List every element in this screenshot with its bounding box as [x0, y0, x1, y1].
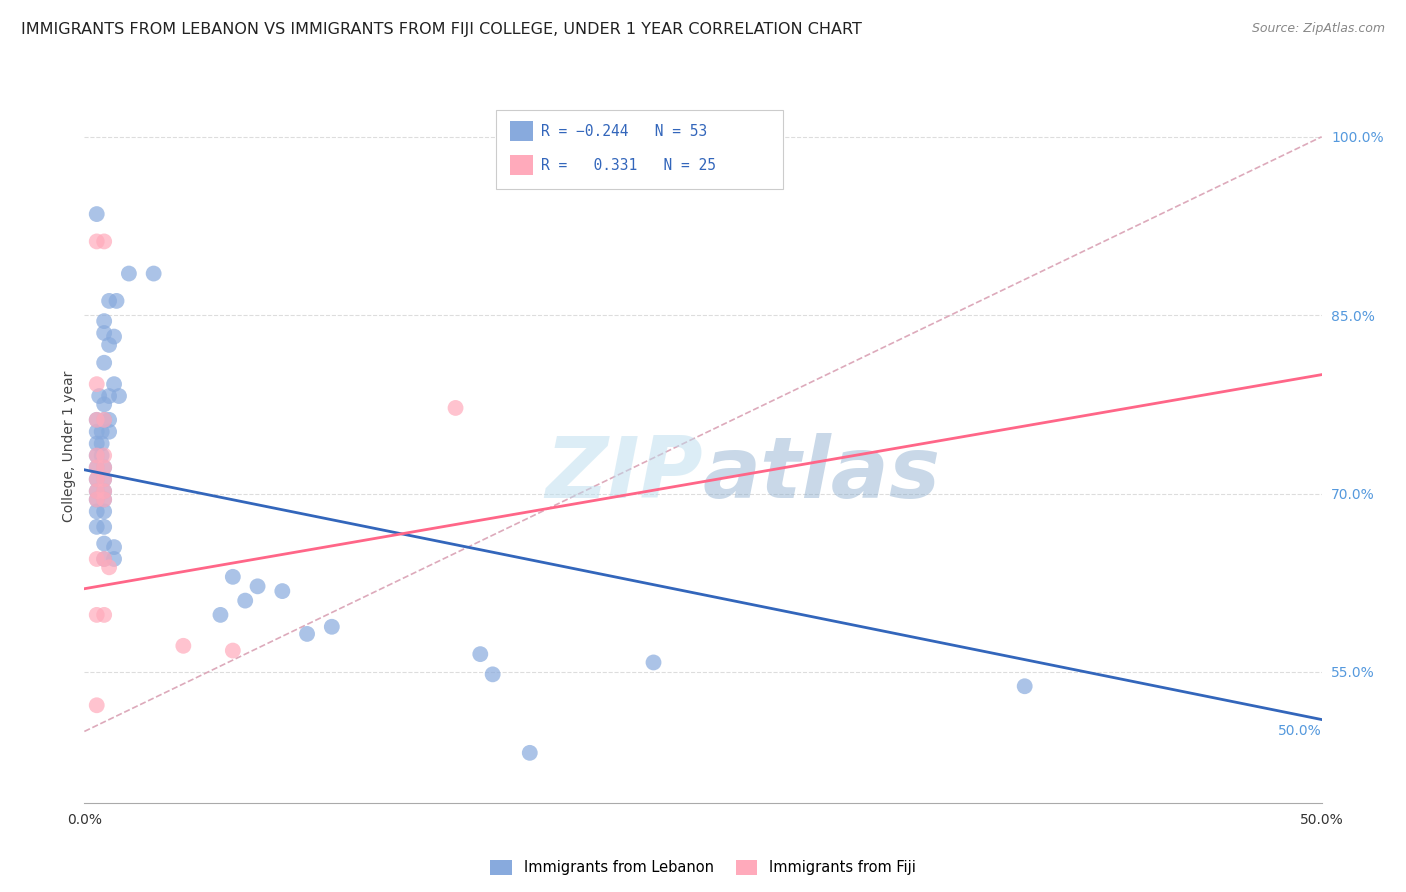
Point: [93, 413, 115, 427]
Point: [98, 425, 121, 439]
Point: [86, 460, 108, 475]
Text: 50.0%: 50.0%: [1278, 724, 1322, 739]
Point: [519, 746, 541, 760]
Point: [108, 389, 131, 403]
Point: [93, 472, 115, 486]
Point: [93, 235, 115, 249]
Point: [93, 356, 115, 370]
Point: [86, 449, 108, 463]
Point: [86, 484, 108, 499]
Point: [93, 552, 115, 566]
Text: ZIP: ZIP: [546, 433, 703, 516]
Point: [295, 627, 318, 641]
Point: [86, 698, 108, 713]
Point: [103, 540, 125, 554]
Point: [142, 267, 165, 281]
Point: [93, 314, 115, 328]
Point: [222, 643, 245, 657]
Point: [86, 607, 108, 622]
Point: [93, 504, 115, 518]
Point: [86, 207, 108, 221]
Point: [86, 472, 108, 486]
Point: [90, 449, 112, 463]
Point: [93, 492, 115, 507]
Point: [643, 656, 665, 670]
Point: [105, 293, 128, 308]
Point: [93, 460, 115, 475]
Point: [90, 436, 112, 450]
Point: [321, 620, 343, 634]
Point: [93, 520, 115, 534]
Point: [93, 449, 115, 463]
Point: [86, 436, 108, 450]
Point: [103, 552, 125, 566]
Point: [93, 607, 115, 622]
Point: [93, 484, 115, 499]
Point: [98, 293, 121, 308]
Text: IMMIGRANTS FROM LEBANON VS IMMIGRANTS FROM FIJI COLLEGE, UNDER 1 YEAR CORRELATIO: IMMIGRANTS FROM LEBANON VS IMMIGRANTS FR…: [21, 22, 862, 37]
Text: Source: ZipAtlas.com: Source: ZipAtlas.com: [1251, 22, 1385, 36]
Point: [233, 593, 256, 607]
Point: [481, 667, 503, 681]
Point: [118, 267, 141, 281]
Point: [98, 413, 121, 427]
Point: [86, 377, 108, 392]
Point: [271, 584, 294, 599]
Y-axis label: College, Under 1 year: College, Under 1 year: [62, 370, 76, 522]
Point: [86, 413, 108, 427]
Text: atlas: atlas: [703, 433, 941, 516]
Point: [86, 472, 108, 486]
Point: [103, 329, 125, 343]
Text: R = −0.244   N = 53: R = −0.244 N = 53: [541, 124, 707, 138]
Point: [98, 389, 121, 403]
Point: [93, 413, 115, 427]
Point: [93, 552, 115, 566]
Point: [86, 460, 108, 475]
Point: [86, 520, 108, 534]
Point: [246, 579, 269, 593]
Point: [86, 492, 108, 507]
Point: [103, 377, 125, 392]
Point: [86, 492, 108, 507]
Point: [90, 425, 112, 439]
Legend: Immigrants from Lebanon, Immigrants from Fiji: Immigrants from Lebanon, Immigrants from…: [484, 854, 922, 881]
Text: R =   0.331   N = 25: R = 0.331 N = 25: [541, 158, 716, 172]
Point: [93, 326, 115, 340]
Point: [1014, 679, 1036, 693]
Point: [86, 235, 108, 249]
Point: [470, 647, 492, 661]
Point: [172, 639, 194, 653]
Point: [98, 560, 121, 574]
Point: [86, 484, 108, 499]
Point: [93, 397, 115, 411]
Point: [89, 389, 111, 403]
Point: [209, 607, 232, 622]
Point: [93, 472, 115, 486]
Point: [98, 338, 121, 352]
Point: [93, 536, 115, 550]
Point: [222, 570, 245, 584]
Point: [93, 460, 115, 475]
Point: [86, 425, 108, 439]
Point: [444, 401, 467, 415]
Point: [86, 449, 108, 463]
Point: [93, 484, 115, 499]
Point: [86, 504, 108, 518]
Point: [93, 492, 115, 507]
Point: [86, 552, 108, 566]
Point: [86, 413, 108, 427]
